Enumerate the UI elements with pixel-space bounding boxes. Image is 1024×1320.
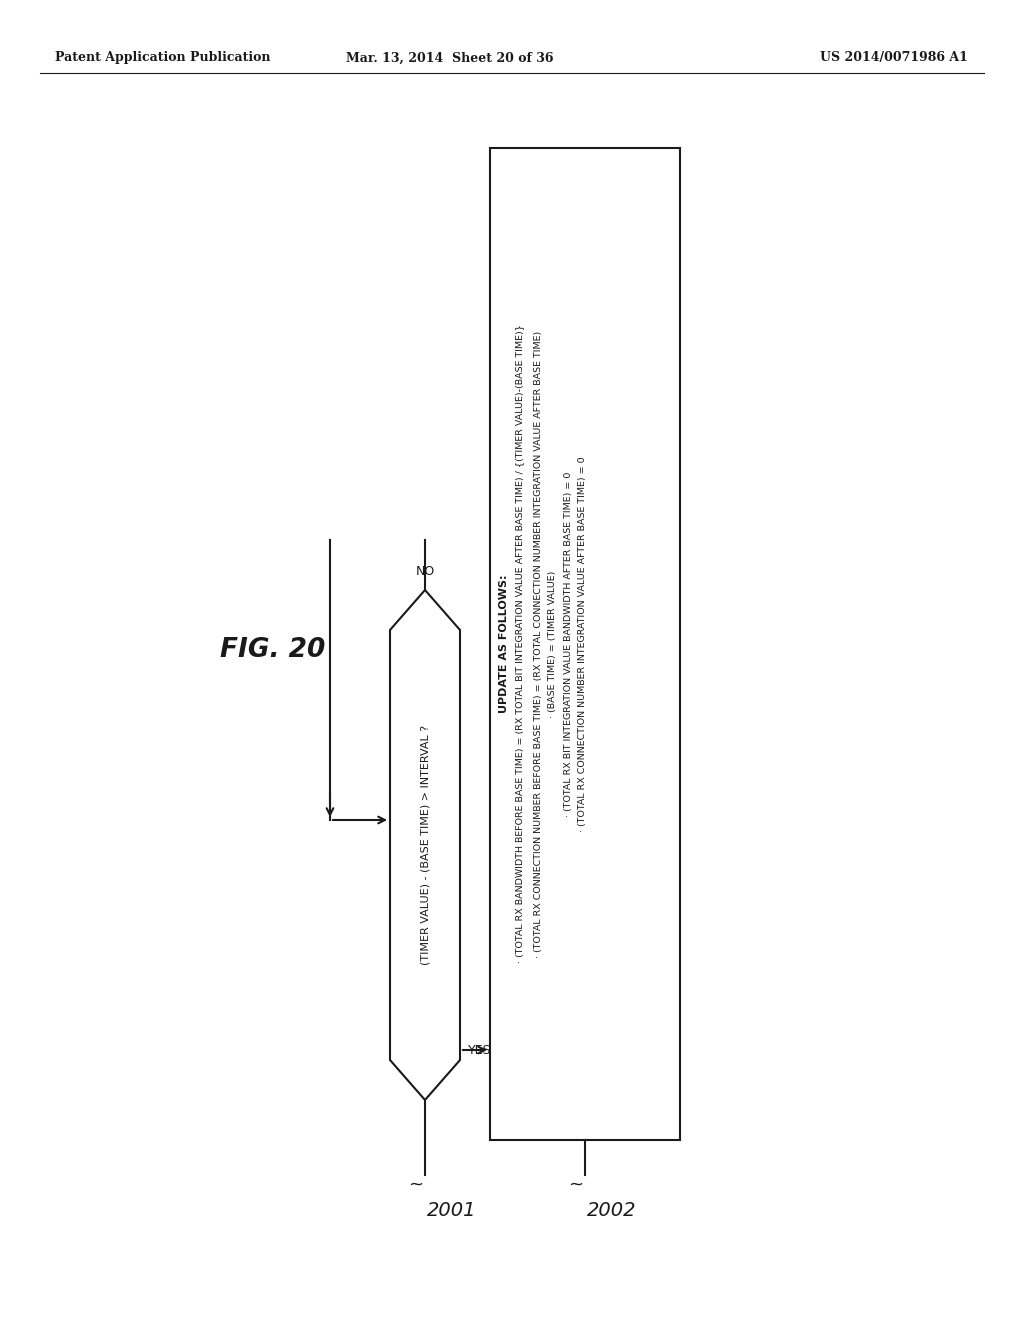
- Text: YES: YES: [468, 1044, 492, 1056]
- Text: ~: ~: [568, 1176, 583, 1195]
- Text: UPDATE AS FOLLOWS:: UPDATE AS FOLLOWS:: [499, 574, 509, 713]
- Text: US 2014/0071986 A1: US 2014/0071986 A1: [820, 51, 968, 65]
- Text: 2001: 2001: [427, 1200, 476, 1220]
- Text: NO: NO: [416, 565, 434, 578]
- Polygon shape: [390, 590, 460, 1100]
- Text: (TIMER VALUE) - (BASE TIME) > INTERVAL ?: (TIMER VALUE) - (BASE TIME) > INTERVAL ?: [420, 725, 430, 965]
- Text: · (BASE TIME) = (TIMER VALUE): · (BASE TIME) = (TIMER VALUE): [549, 570, 557, 718]
- Text: · (TOTAL RX CONNECTION NUMBER BEFORE BASE TIME) = (RX TOTAL CONNECTION NUMBER IN: · (TOTAL RX CONNECTION NUMBER BEFORE BAS…: [534, 330, 543, 957]
- Text: · (TOTAL RX BANDWIDTH BEFORE BASE TIME) = (RX TOTAL BIT INTEGRATION VALUE AFTER : · (TOTAL RX BANDWIDTH BEFORE BASE TIME) …: [515, 325, 524, 964]
- Bar: [490, 148, 680, 1140]
- Text: 2002: 2002: [587, 1200, 637, 1220]
- Text: ~: ~: [408, 1176, 423, 1195]
- Text: · (TOTAL RX BIT INTEGRATION VALUE BANDWIDTH AFTER BASE TIME) = 0: · (TOTAL RX BIT INTEGRATION VALUE BANDWI…: [563, 471, 572, 817]
- Text: · (TOTAL RX CONNECTION NUMBER INTEGRATION VALUE AFTER BASE TIME) = 0: · (TOTAL RX CONNECTION NUMBER INTEGRATIO…: [579, 457, 588, 832]
- Text: Mar. 13, 2014  Sheet 20 of 36: Mar. 13, 2014 Sheet 20 of 36: [346, 51, 554, 65]
- Text: Patent Application Publication: Patent Application Publication: [55, 51, 270, 65]
- Text: FIG. 20: FIG. 20: [220, 638, 326, 663]
